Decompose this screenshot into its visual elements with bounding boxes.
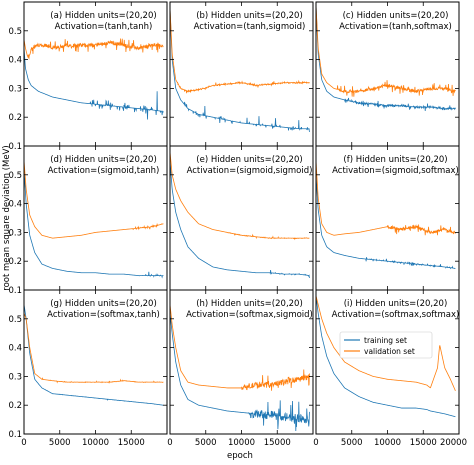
y-tick-label: 0.4 — [8, 56, 22, 66]
y-tick-label: 0.2 — [8, 401, 22, 411]
panel-title-line2: Activation=(sigmoid,softmax) — [332, 166, 459, 176]
x-tick-label: 5000 — [341, 438, 363, 448]
y-tick-label: 0.3 — [8, 372, 22, 382]
panel-h: 0 5000 10000 15000 (h) Hidden units=(20,20)A… — [167, 289, 314, 448]
y-tick-label: 0.3 — [8, 84, 22, 94]
y-tick-label: 0.5 — [8, 315, 22, 325]
panel-title-line2: Activation=(softmax,softmax) — [332, 310, 460, 320]
y-axis-label: root mean square deviation (MeV) — [2, 145, 12, 290]
training-series-line — [170, 312, 310, 432]
panel-title-line1: (a) Hidden units=(20,20) — [50, 11, 156, 21]
panel-c: (c) Hidden units=(20,20)Activation=(tanh… — [315, 1, 460, 147]
training-series-line — [316, 295, 456, 418]
validation-series-line — [24, 160, 164, 239]
validation-series-line — [24, 38, 164, 60]
panels-layer: 0.10.20.30.40.5(a) Hidden units=(20,20)A… — [8, 1, 467, 448]
panel-title-line2: Activation=(tanh,sigmoid) — [194, 22, 306, 32]
panel-title-line2: Activation=(tanh,tanh) — [55, 22, 153, 32]
legend-entry: training set — [364, 336, 407, 345]
panel-d: 0.1 0.2 0.3 0.4 0.5 (d) Hidden units=(20,20)A… — [8, 145, 168, 296]
y-tick-label: 0.4 — [8, 200, 22, 210]
training-series-line — [170, 160, 310, 279]
panel-title-line2: Activation=(tanh,softmax) — [339, 22, 452, 32]
panel-title-line1: (h) Hidden units=(20,20) — [196, 299, 303, 309]
x-tick-label: 0 — [21, 438, 26, 448]
x-tick-label: 10000 — [374, 438, 401, 448]
x-tick-label: 5000 — [49, 438, 71, 448]
panel-title-line2: Activation=(softmax,tanh) — [47, 310, 160, 320]
validation-series-line — [170, 7, 310, 94]
panel-title-line1: (e) Hidden units=(20,20) — [196, 155, 302, 165]
y-tick-label: 0.5 — [8, 27, 22, 37]
panel-title-line1: (d) Hidden units=(20,20) — [50, 155, 157, 165]
y-tick-label: 0.1 — [8, 430, 22, 440]
x-tick-label: 10000 — [82, 438, 109, 448]
panel-i: 0 5000 10000 15000 20000 (i) Hidden units=(20… — [313, 289, 467, 448]
validation-series-line — [316, 160, 456, 236]
panel-f: (f) Hidden units=(20,20)Activation=(sigm… — [315, 145, 460, 291]
training-series-line — [24, 169, 164, 279]
y-tick-label: 0.1 — [8, 286, 22, 296]
panel-title-line1: (f) Hidden units=(20,20) — [343, 155, 447, 165]
y-tick-label: 0.5 — [8, 171, 22, 181]
panel-title-line1: (g) Hidden units=(20,20) — [50, 299, 157, 309]
legend-entry: validation set — [364, 347, 415, 356]
x-tick-label: 15000 — [264, 438, 291, 448]
validation-series-line — [170, 151, 310, 241]
x-tick-label: 20000 — [440, 438, 467, 448]
panel-title-line2: Activation=(softmax,sigmoid) — [186, 310, 313, 320]
training-series-line — [24, 304, 164, 406]
y-tick-label: 0.4 — [8, 344, 22, 354]
x-tick-label: 0 — [313, 438, 318, 448]
x-axis-label: epoch — [227, 451, 253, 461]
panel-title-line1: (i) Hidden units=(20,20) — [344, 299, 448, 309]
legend-box — [339, 331, 433, 359]
panel-a: 0.1 0.2 0.3 0.4 0.5 (a) Hidden units=(20,20)A… — [8, 1, 168, 152]
validation-series-line — [24, 312, 164, 384]
panel-title-line1: (c) Hidden units=(20,20) — [343, 11, 449, 21]
validation-series-line — [316, 4, 456, 97]
y-tick-label: 0.2 — [8, 113, 22, 123]
panel-b: (b) Hidden units=(20,20)Activation=(tanh… — [169, 1, 314, 147]
x-tick-label: 5000 — [195, 438, 217, 448]
y-tick-label: 0.3 — [8, 228, 22, 238]
y-tick-label: 0.2 — [8, 257, 22, 267]
x-tick-label: 10000 — [228, 438, 255, 448]
panel-e: (e) Hidden units=(20,20)Activation=(sigm… — [169, 145, 314, 291]
validation-series-line — [170, 304, 310, 391]
validation-series-line — [316, 295, 456, 391]
panel-g: 0 5000 10000 15000 0.1 0.2 0.3 0.4 0.5 (g) Hidden… — [8, 289, 168, 448]
x-tick-label: 15000 — [410, 438, 437, 448]
training-series-line — [316, 4, 456, 112]
training-series-line — [24, 48, 164, 120]
x-tick-label: 0 — [167, 438, 172, 448]
panel-title-line1: (b) Hidden units=(20,20) — [196, 11, 303, 21]
x-tick-label: 15000 — [118, 438, 145, 448]
training-series-line — [316, 174, 456, 270]
training-series-line — [170, 7, 310, 133]
y-tick-label: 0.1 — [8, 142, 22, 152]
panel-title-line2: Activation=(sigmoid,sigmoid) — [187, 166, 313, 176]
panel-title-line2: Activation=(sigmoid,tanh) — [48, 166, 160, 176]
legend: training set validation set — [339, 331, 433, 359]
